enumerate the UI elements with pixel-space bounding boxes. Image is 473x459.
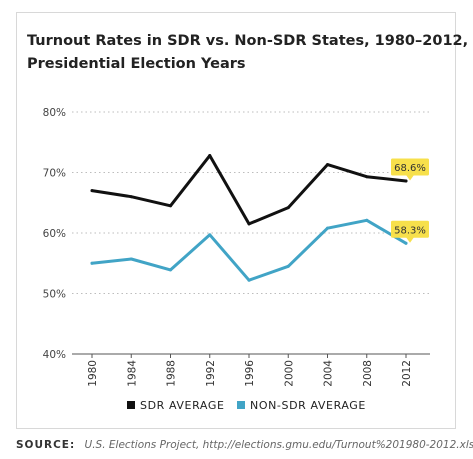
non-sdr-series-line [90,218,408,282]
non-sdr-callout-label: 58.3% [394,225,426,236]
sdr-data-point [169,204,172,208]
chart-title-line-1: Turnout Rates in SDR vs. Non-SDR States,… [27,33,469,49]
sdr-data-point [247,222,251,226]
x-tick-label: 1984 [126,360,138,387]
non-sdr-legend-label: NON-SDR AVERAGE [250,399,366,412]
x-tick-label: 1992 [205,360,217,387]
sdr-callout-label: 68.6% [394,163,426,174]
x-tick-label: 2004 [323,360,335,387]
y-tick-label: 70% [43,168,66,180]
x-tick-label: 2008 [362,360,374,387]
non-sdr-data-point [208,233,212,237]
non-sdr-legend-swatch [237,401,245,409]
sdr-series-line [90,154,408,226]
sdr-data-point [208,154,212,158]
non-sdr-data-point [404,241,408,245]
sdr-data-point [286,206,290,210]
source-label: SOURCE: [16,439,76,451]
chart-frame [16,12,456,429]
non-sdr-data-point [326,226,329,230]
callout-pointer [406,174,414,181]
sdr-data-point [365,175,369,179]
sdr-callout-box [391,158,429,176]
x-tick-label: 1980 [87,360,99,387]
source-note: SOURCE: U.S. Elections Project, http://e… [16,439,473,451]
chart-title: Turnout Rates in SDR vs. Non-SDR States,… [27,30,469,76]
non-sdr-data-point [247,278,251,282]
source-text: U.S. Elections Project, http://elections… [84,439,473,451]
non-sdr-data-point [169,268,172,272]
callout-pointer [406,237,414,243]
non-sdr-data-point [129,257,133,261]
y-tick-label: 60% [43,228,66,240]
non-sdr-data-point [286,264,290,268]
x-tick-label: 2000 [283,360,295,387]
x-tick-label: 2012 [401,360,413,387]
sdr-data-point [129,195,133,199]
y-tick-label: 50% [43,289,66,301]
x-tick-label: 1988 [166,360,178,387]
sdr-data-point [90,189,94,193]
y-tick-label: 80% [43,107,66,119]
sdr-data-point [326,163,329,167]
sdr-legend-swatch [127,401,135,409]
sdr-legend-label: SDR AVERAGE [140,399,225,412]
non-sdr-callout-box [391,220,429,238]
non-sdr-data-point [90,261,94,265]
x-tick-label: 1996 [244,360,256,387]
y-tick-label: 40% [43,349,66,361]
sdr-data-point [404,179,408,183]
non-sdr-data-point [365,218,369,222]
chart-title-line-2: Presidential Election Years [27,56,246,72]
